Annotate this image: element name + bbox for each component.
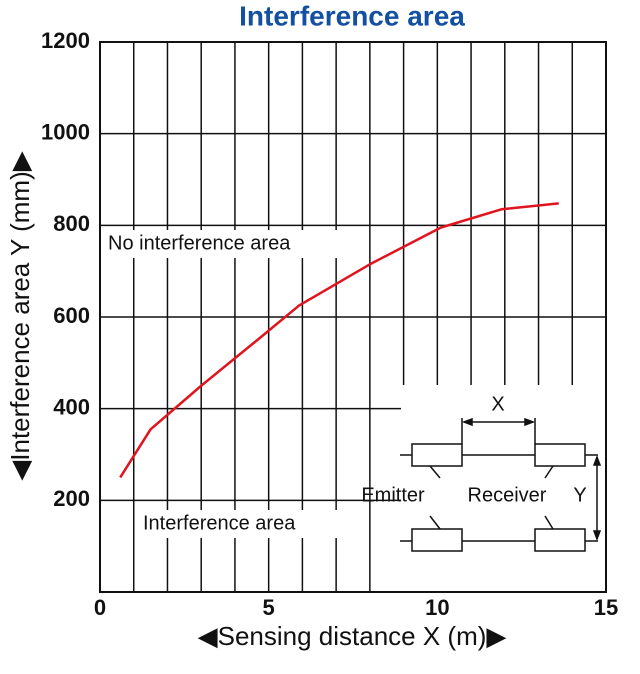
inset-label: X: [491, 393, 504, 415]
x-tick-label: 10: [425, 595, 449, 620]
inset-label: Receiver: [468, 484, 547, 506]
overlay: No interference area Interference area X…: [108, 230, 605, 591]
inset-diagram: [400, 385, 605, 591]
x-tick-label: 15: [594, 595, 618, 620]
receiver-box: [534, 443, 586, 467]
inset-bg: [401, 385, 605, 591]
y-tick-label: 1200: [41, 28, 90, 53]
label-bg: [140, 510, 352, 538]
x-tick-label: 5: [263, 595, 275, 620]
y-tick-label: 400: [53, 394, 90, 419]
label-bg: [108, 230, 364, 258]
arrow: [592, 454, 602, 542]
leader: [429, 465, 441, 479]
leader: [429, 515, 441, 530]
y-axis-label: ◀Interference area Y (mm)▶: [5, 151, 35, 480]
emitter-box: [411, 528, 463, 552]
x-axis-label: ◀Sensing distance X (m)▶: [198, 621, 507, 651]
inset-label: Y: [573, 484, 586, 506]
leader: [544, 465, 554, 479]
arrow: [461, 417, 536, 427]
leader: [544, 515, 554, 530]
chart-title: Interference area: [239, 0, 465, 31]
curve: [119, 202, 559, 479]
x-tick-label: 0: [94, 595, 106, 620]
inset-label: Emitter: [361, 484, 425, 506]
annotation: No interference area: [108, 232, 291, 254]
plot-frame: [99, 41, 607, 593]
y-tick-label: 600: [53, 303, 90, 328]
annotation: Interference area: [143, 512, 296, 534]
y-tick-label: 800: [53, 211, 90, 236]
y-tick-label: 1000: [41, 119, 90, 144]
y-tick-label: 200: [53, 486, 90, 511]
receiver-box: [534, 528, 586, 552]
emitter-box: [411, 443, 463, 467]
